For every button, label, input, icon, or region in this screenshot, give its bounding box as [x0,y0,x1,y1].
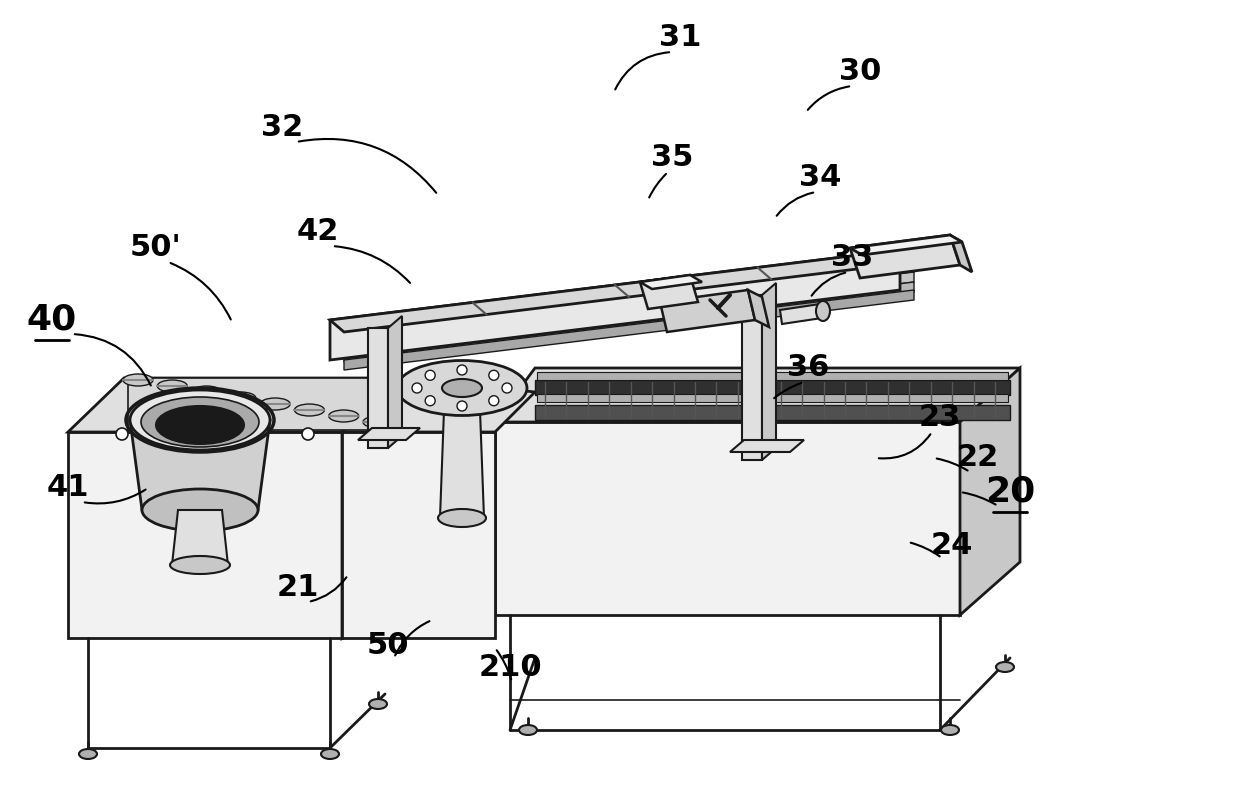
Polygon shape [130,420,270,510]
Polygon shape [440,410,484,518]
Ellipse shape [156,406,244,444]
Polygon shape [640,275,702,289]
Circle shape [412,383,422,393]
Ellipse shape [143,489,258,531]
Polygon shape [537,394,1008,402]
Text: 30: 30 [838,57,882,86]
Text: 32: 32 [260,113,303,142]
Ellipse shape [260,398,290,410]
Ellipse shape [370,699,387,709]
Ellipse shape [79,749,97,759]
Polygon shape [342,378,534,432]
Text: 50': 50' [129,234,181,263]
Ellipse shape [123,374,153,386]
Text: 36: 36 [787,354,830,382]
Polygon shape [68,432,342,638]
Polygon shape [780,304,822,324]
Polygon shape [660,290,755,332]
Polygon shape [748,290,769,327]
Circle shape [241,428,252,440]
Ellipse shape [141,397,259,447]
Ellipse shape [294,404,325,416]
Ellipse shape [157,380,187,392]
Polygon shape [330,250,900,360]
Ellipse shape [816,301,830,321]
Text: 23: 23 [919,403,961,432]
Polygon shape [388,316,402,448]
Ellipse shape [321,749,339,759]
Polygon shape [960,368,1021,615]
Ellipse shape [941,725,959,735]
Circle shape [425,396,435,406]
Polygon shape [342,378,398,638]
Circle shape [117,428,128,440]
Polygon shape [342,432,495,638]
Ellipse shape [226,392,255,404]
Circle shape [179,428,190,440]
Text: 35: 35 [651,144,693,172]
Polygon shape [849,235,962,255]
Polygon shape [495,368,1021,422]
Circle shape [458,401,467,411]
Ellipse shape [996,662,1014,672]
Text: 33: 33 [831,243,873,272]
Polygon shape [330,250,914,332]
Text: 22: 22 [957,444,999,473]
Circle shape [489,396,498,406]
Ellipse shape [397,360,527,415]
Text: 40: 40 [27,303,77,337]
Ellipse shape [329,410,358,422]
Polygon shape [534,405,1011,420]
Text: 50: 50 [367,630,409,659]
Polygon shape [343,282,914,362]
Circle shape [425,370,435,381]
Polygon shape [950,235,972,272]
Circle shape [489,370,498,381]
Ellipse shape [191,386,222,398]
Polygon shape [343,290,914,370]
Polygon shape [534,380,1011,395]
Polygon shape [358,428,420,440]
Ellipse shape [363,416,393,428]
Polygon shape [849,235,960,278]
Polygon shape [742,295,763,460]
Polygon shape [172,510,228,565]
Polygon shape [763,283,776,460]
Text: 42: 42 [296,217,340,246]
Ellipse shape [438,509,486,527]
Ellipse shape [130,390,270,450]
Polygon shape [640,275,698,309]
Polygon shape [343,262,914,342]
Text: 24: 24 [931,531,973,559]
Text: 20: 20 [985,475,1035,509]
Ellipse shape [170,556,229,574]
Text: 41: 41 [47,473,89,503]
Polygon shape [730,440,804,452]
Polygon shape [68,378,398,432]
Ellipse shape [520,725,537,735]
Circle shape [502,383,512,393]
Circle shape [303,428,314,440]
Text: 34: 34 [799,163,841,192]
Text: 210: 210 [479,654,542,683]
Text: 21: 21 [277,574,319,603]
Polygon shape [537,372,1008,380]
Polygon shape [368,328,388,448]
Ellipse shape [441,379,482,397]
Polygon shape [495,422,960,615]
Text: 31: 31 [658,23,701,53]
Polygon shape [343,272,914,352]
Polygon shape [128,378,392,430]
Circle shape [458,365,467,375]
